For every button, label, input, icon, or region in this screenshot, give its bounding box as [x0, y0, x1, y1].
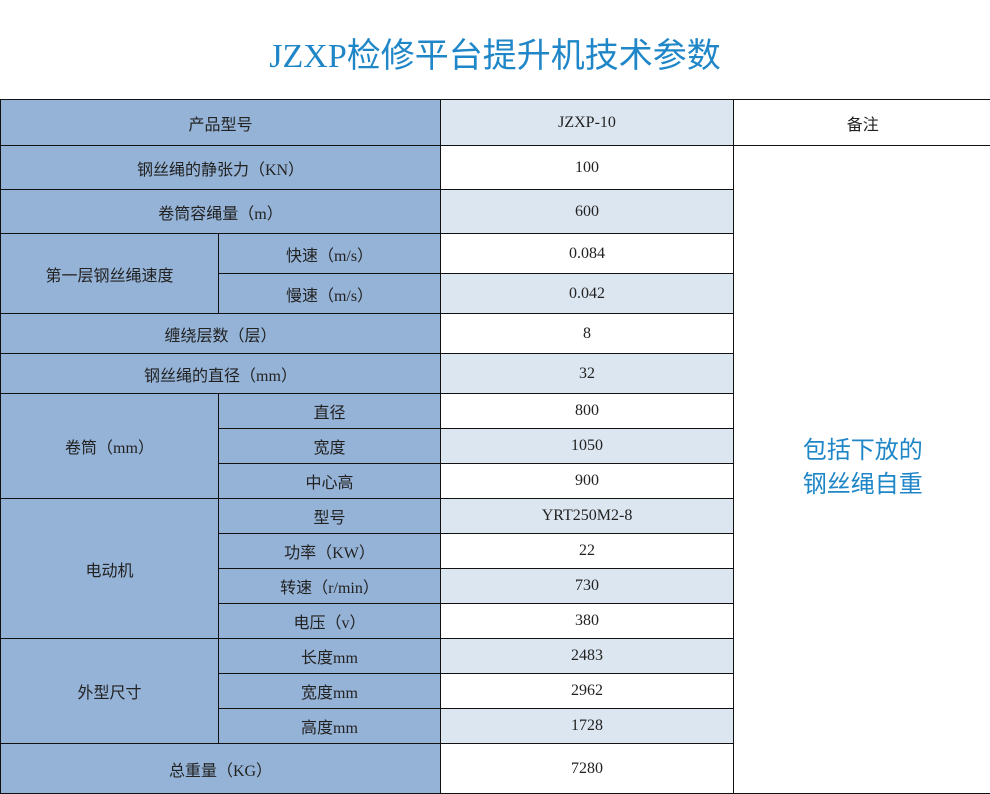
row-label: 中心高 — [219, 464, 441, 499]
row-label: 总重量（KG） — [1, 744, 441, 794]
row-value: 2962 — [441, 674, 734, 709]
group-label: 第一层钢丝绳速度 — [1, 234, 219, 314]
row-value: 2483 — [441, 639, 734, 674]
row-value: YRT250M2-8 — [441, 499, 734, 534]
row-value: 100 — [441, 146, 734, 190]
row-value: 1050 — [441, 429, 734, 464]
row-label: 高度mm — [219, 709, 441, 744]
row-label: 直径 — [219, 394, 441, 429]
group-label: 电动机 — [1, 499, 219, 639]
row-value: 7280 — [441, 744, 734, 794]
table-row: 钢丝绳的静张力（KN） 100 包括下放的钢丝绳自重 — [1, 146, 990, 190]
remark-line: 钢丝绳自重 — [803, 472, 923, 498]
remark-cell: 包括下放的钢丝绳自重 — [734, 146, 990, 794]
row-label: 宽度mm — [219, 674, 441, 709]
table-header-row: 产品型号 JZXP-10 备注 — [1, 100, 990, 146]
row-label: 长度mm — [219, 639, 441, 674]
row-value: 0.084 — [441, 234, 734, 274]
row-label: 宽度 — [219, 429, 441, 464]
remark-line: 包括下放的 — [803, 438, 923, 464]
row-value: 0.042 — [441, 274, 734, 314]
row-label: 慢速（m/s） — [219, 274, 441, 314]
row-label: 卷筒容绳量（m） — [1, 190, 441, 234]
row-value: 22 — [441, 534, 734, 569]
row-value: 32 — [441, 354, 734, 394]
row-value: 600 — [441, 190, 734, 234]
row-label: 快速（m/s） — [219, 234, 441, 274]
header-model: JZXP-10 — [441, 100, 734, 146]
row-label: 功率（KW） — [219, 534, 441, 569]
row-label: 钢丝绳的直径（mm） — [1, 354, 441, 394]
row-label: 缠绕层数（层） — [1, 314, 441, 354]
row-value: 8 — [441, 314, 734, 354]
group-label: 外型尺寸 — [1, 639, 219, 744]
row-label: 型号 — [219, 499, 441, 534]
row-label: 转速（r/min） — [219, 569, 441, 604]
spec-table: 产品型号 JZXP-10 备注 钢丝绳的静张力（KN） 100 包括下放的钢丝绳… — [0, 99, 990, 794]
group-label: 卷筒（mm） — [1, 394, 219, 499]
header-label: 产品型号 — [1, 100, 441, 146]
row-value: 800 — [441, 394, 734, 429]
page-title: JZXP检修平台提升机技术参数 — [0, 28, 990, 77]
row-value: 380 — [441, 604, 734, 639]
row-value: 900 — [441, 464, 734, 499]
header-remark: 备注 — [734, 100, 990, 146]
row-value: 730 — [441, 569, 734, 604]
row-value: 1728 — [441, 709, 734, 744]
row-label: 钢丝绳的静张力（KN） — [1, 146, 441, 190]
row-label: 电压（v） — [219, 604, 441, 639]
